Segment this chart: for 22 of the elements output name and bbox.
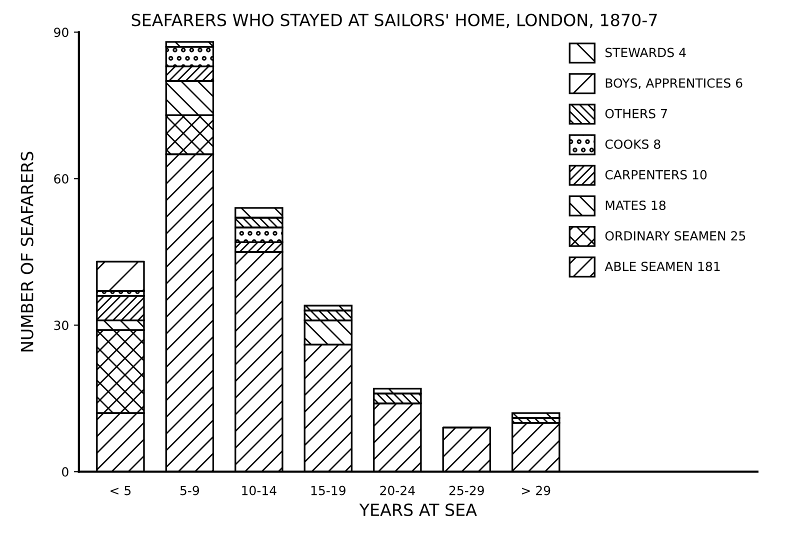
x-tick-label: < 5 [110, 486, 131, 496]
x-tick-label: 15-19 [311, 486, 346, 496]
y-axis-title: NUMBER OF SEAFARERS [20, 152, 34, 352]
legend-label: OTHERS 7 [605, 108, 667, 118]
x-tick-label: 10-14 [242, 486, 276, 496]
chart-title: SEAFARERS WHO STAYED AT SAILORS' HOME, LONDON, 1870-7 [132, 14, 657, 28]
legend-label: ORDINARY SEAMEN 25 [605, 231, 746, 241]
x-tick-label: > 29 [522, 486, 550, 496]
x-tick-label: 20-24 [380, 486, 415, 496]
legend-label: ABLE SEAMEN 181 [604, 262, 720, 272]
legend-label: CARPENTERS 10 [605, 170, 707, 180]
y-tick-label: 30 [54, 320, 68, 330]
y-tick-label: 90 [54, 28, 68, 38]
x-tick-label: 25-29 [449, 486, 484, 496]
legend-label: MATES 18 [606, 200, 666, 210]
legend-label: STEWARDS 4 [605, 48, 686, 58]
legend-label: BOYS, APPRENTICES 6 [606, 78, 742, 90]
y-tick-label: 0 [62, 467, 68, 477]
x-tick-label: 5-9 [180, 486, 200, 496]
x-axis-title: YEARS AT SEA [359, 504, 477, 516]
legend-label: COOKS 8 [605, 139, 660, 149]
y-tick-label: 60 [54, 174, 68, 184]
